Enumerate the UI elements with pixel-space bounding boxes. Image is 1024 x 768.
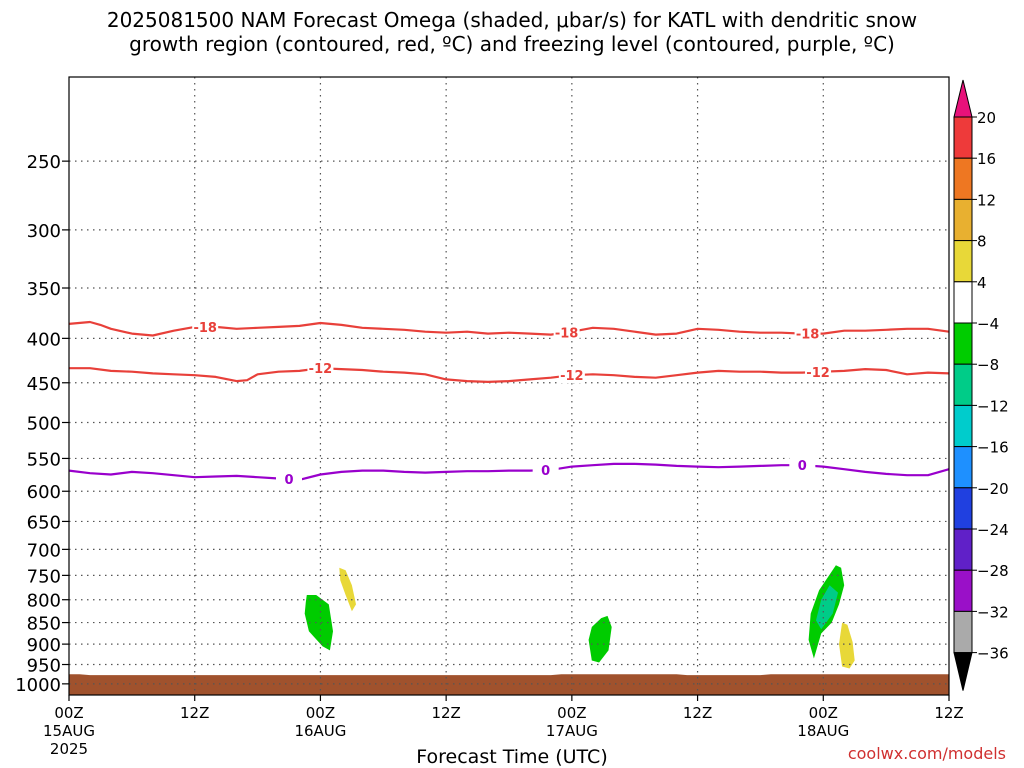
colorbar-label-2: 12 bbox=[977, 191, 996, 209]
credit-text: coolwx.com/models bbox=[847, 744, 1006, 763]
colorbar-label-5: −4 bbox=[977, 315, 999, 333]
contour-label-2-0: 0 bbox=[284, 473, 293, 488]
contour-label-1-2: -12 bbox=[806, 366, 830, 381]
plot-frame bbox=[68, 76, 950, 696]
chart-title-line2: growth region (contoured, red, ºC) and f… bbox=[129, 32, 895, 56]
contour-label-0-2: -18 bbox=[796, 328, 820, 343]
colorbar-band-12 bbox=[953, 569, 973, 612]
x-tick-2: 00Z bbox=[306, 704, 335, 722]
contour-label-2-1: 0 bbox=[541, 464, 550, 479]
colorbar-label-11: −28 bbox=[977, 562, 1009, 580]
chart-title: 2025081500 NAM Forecast Omega (shaded, μ… bbox=[0, 8, 1024, 56]
x-tick-date-2: 16AUG bbox=[294, 722, 346, 740]
y-tick-700: 700 bbox=[27, 540, 61, 561]
colorbar-label-7: −12 bbox=[977, 397, 1009, 415]
colorbar-band-3 bbox=[953, 198, 973, 242]
colorbar-top-arrow bbox=[953, 79, 973, 118]
colorbar-label-6: −8 bbox=[977, 356, 999, 374]
y-tick-750: 750 bbox=[27, 566, 61, 587]
colorbar-label-9: −20 bbox=[977, 480, 1009, 498]
colorbar-band-10 bbox=[953, 487, 973, 530]
colorbar-label-4: 4 bbox=[977, 274, 987, 292]
colorbar-label-8: −16 bbox=[977, 439, 1009, 457]
ground-fill bbox=[69, 674, 949, 695]
contour-label-bg bbox=[553, 324, 580, 341]
y-tick-1000: 1000 bbox=[15, 675, 61, 696]
colorbar-band-2 bbox=[953, 157, 973, 200]
colorbar-band-7 bbox=[953, 363, 973, 406]
y-tick-300: 300 bbox=[27, 221, 61, 242]
y-tick-400: 400 bbox=[27, 329, 61, 350]
x-tick-0: 00Z bbox=[54, 704, 83, 722]
colorbar-band-5 bbox=[953, 281, 973, 324]
x-tick-date-6: 18AUG bbox=[797, 722, 849, 740]
y-tick-650: 650 bbox=[27, 512, 61, 533]
omega-shading bbox=[304, 565, 855, 669]
contour-label-1-1: -12 bbox=[560, 369, 584, 384]
contour-label-2-2: 0 bbox=[798, 459, 807, 474]
y-tick-950: 950 bbox=[27, 656, 61, 677]
contour-label-1-0: -12 bbox=[309, 362, 333, 377]
colorbar-label-13: −36 bbox=[977, 645, 1009, 663]
y-tick-350: 350 bbox=[27, 279, 61, 300]
colorbar-label-3: 8 bbox=[977, 233, 987, 251]
contour-label-bg bbox=[532, 462, 559, 479]
ground-layer bbox=[69, 674, 949, 695]
colorbar-band-8 bbox=[953, 404, 973, 448]
omega-region-2 bbox=[588, 615, 612, 663]
colorbar-band-1 bbox=[953, 116, 973, 159]
y-tick-550: 550 bbox=[27, 449, 61, 470]
colorbar-label-1: 16 bbox=[977, 150, 996, 168]
colorbar-band-9 bbox=[953, 446, 973, 489]
x-tick-year-0: 2025 bbox=[50, 740, 88, 758]
x-tick-7: 12Z bbox=[934, 704, 963, 722]
omega-region-4 bbox=[816, 585, 838, 630]
x-tick-4: 00Z bbox=[557, 704, 586, 722]
x-tick-5: 12Z bbox=[683, 704, 712, 722]
x-tick-1: 12Z bbox=[180, 704, 209, 722]
y-tick-800: 800 bbox=[27, 591, 61, 612]
y-tick-900: 900 bbox=[27, 635, 61, 656]
omega-region-1 bbox=[339, 567, 356, 612]
colorbar-label-0: 20 bbox=[977, 109, 996, 127]
colorbar-label-10: −24 bbox=[977, 521, 1009, 539]
contour-label-0-0: -18 bbox=[193, 321, 217, 336]
contour-label-bg bbox=[789, 457, 816, 474]
contour-label-0-1: -18 bbox=[555, 326, 579, 341]
y-tick-450: 450 bbox=[27, 374, 61, 395]
y-tick-250: 250 bbox=[27, 152, 61, 173]
colorbar-band-11 bbox=[953, 528, 973, 571]
y-axis: 2503003504004505005506006507007508008509… bbox=[15, 152, 69, 696]
x-tick-date-0: 15AUG bbox=[43, 722, 95, 740]
colorbar-band-4 bbox=[953, 240, 973, 283]
contour-lines: -18 -18 -18 -12 -12 -12 0 0 0 bbox=[68, 318, 950, 488]
colorbar-band-6 bbox=[953, 322, 973, 365]
omega-region-0 bbox=[304, 595, 333, 651]
chart-title-line1: 2025081500 NAM Forecast Omega (shaded, μ… bbox=[106, 8, 918, 32]
contour-label-bg bbox=[794, 325, 821, 342]
contour-label-bg bbox=[276, 471, 302, 488]
x-tick-3: 12Z bbox=[431, 704, 460, 722]
colorbar-label-12: −32 bbox=[977, 603, 1009, 621]
y-tick-850: 850 bbox=[27, 614, 61, 635]
x-axis-label: Forecast Time (UTC) bbox=[416, 746, 608, 768]
contour-label-bg bbox=[307, 360, 334, 377]
contour-label-bg bbox=[805, 363, 832, 380]
x-tick-date-4: 17AUG bbox=[546, 722, 598, 740]
colorbar: 20 16 12 8 4 −4 −8 −12 −16 −20 −24 −28 −32 −36 bbox=[953, 79, 1009, 691]
contour-label-bg bbox=[558, 367, 585, 384]
contour-0 bbox=[68, 462, 950, 481]
y-tick-600: 600 bbox=[27, 482, 61, 503]
omega-region-5 bbox=[839, 622, 855, 669]
grid-lines bbox=[69, 77, 949, 695]
y-tick-500: 500 bbox=[27, 413, 61, 434]
colorbar-bottom-arrow bbox=[953, 652, 973, 691]
contour-label-bg bbox=[192, 318, 219, 335]
x-tick-6: 00Z bbox=[809, 704, 838, 722]
colorbar-band-13 bbox=[953, 610, 973, 654]
contour--12 bbox=[69, 367, 950, 383]
